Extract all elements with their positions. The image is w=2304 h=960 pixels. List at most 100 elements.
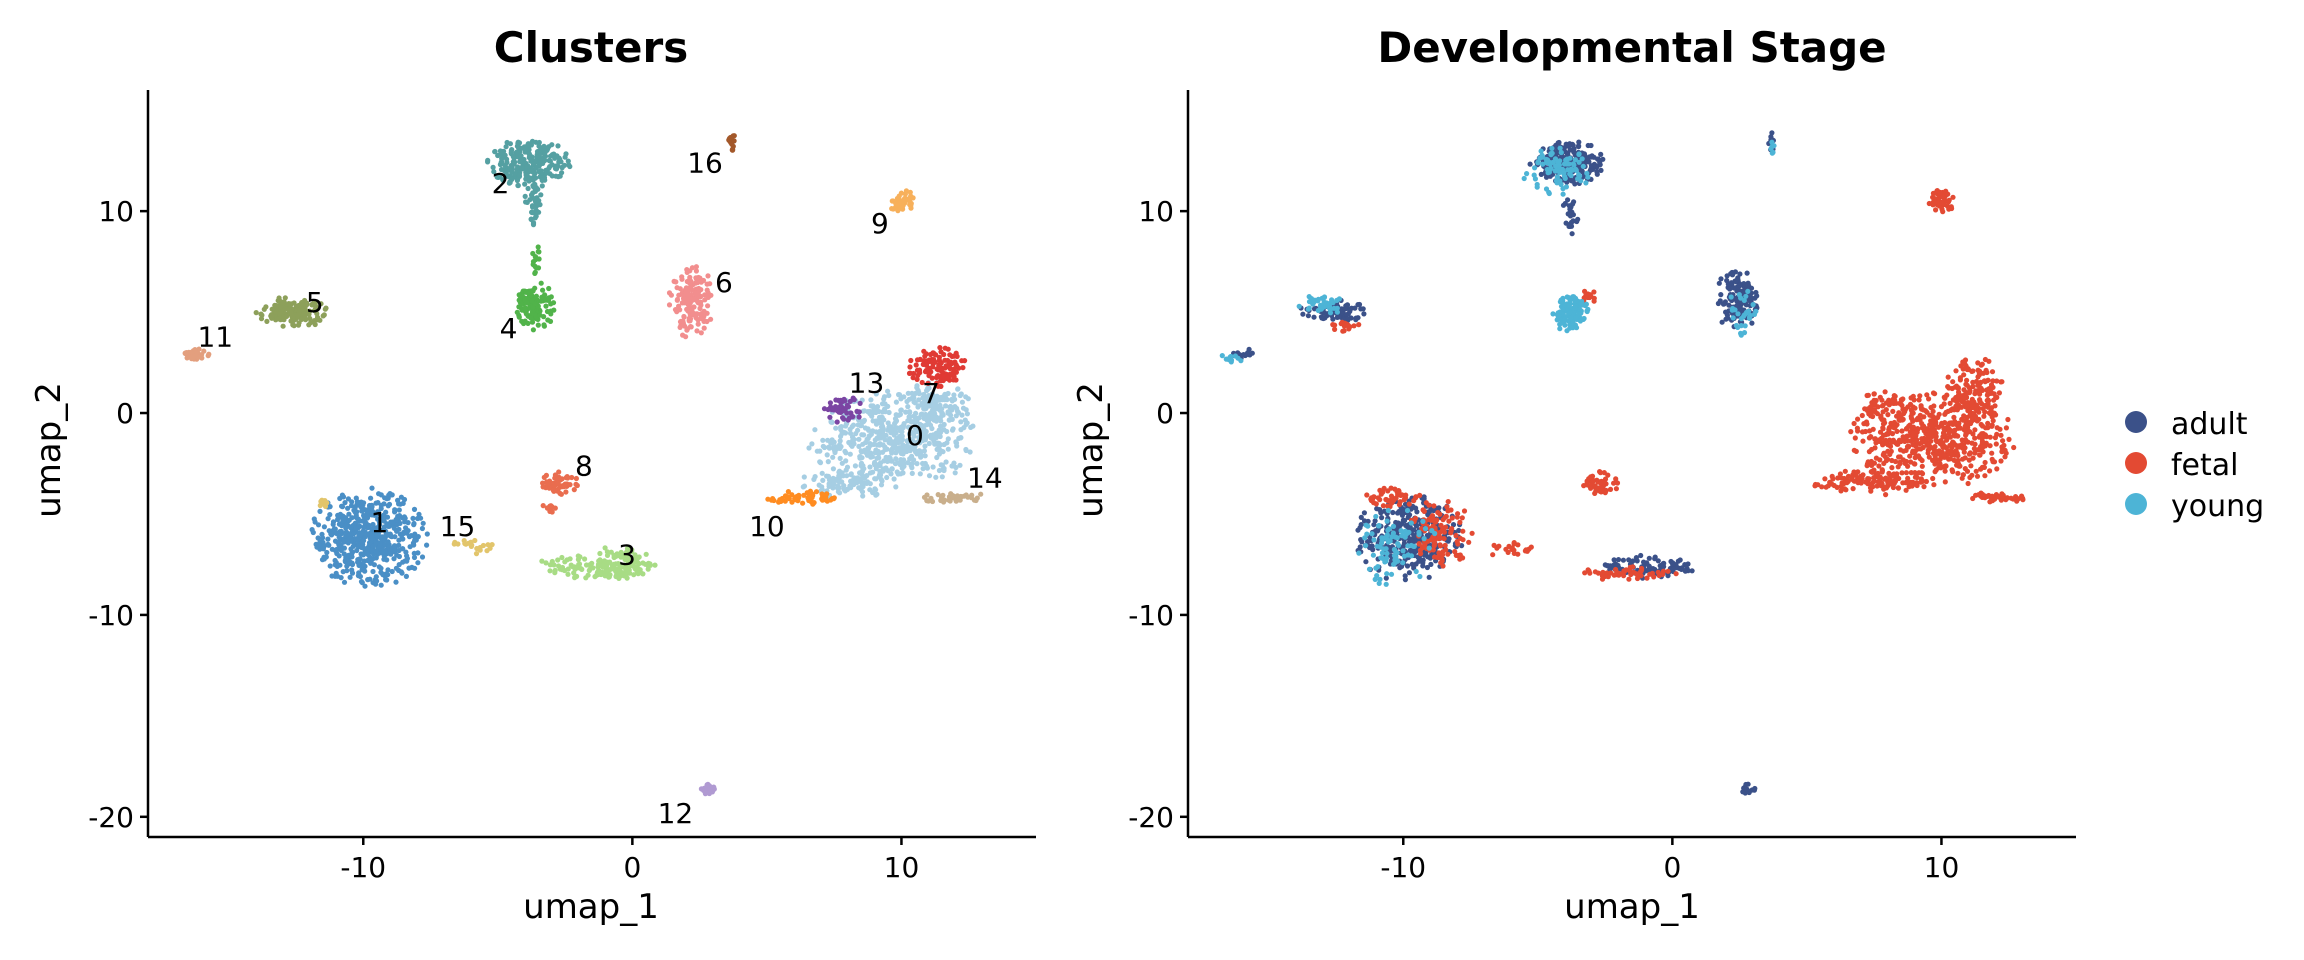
cell-point bbox=[1859, 412, 1865, 419]
cell-point bbox=[549, 162, 555, 168]
cell-point bbox=[936, 357, 943, 363]
cell-point bbox=[1976, 369, 1982, 376]
cell-point bbox=[1910, 433, 1916, 439]
cell-point bbox=[297, 307, 303, 313]
cell-point bbox=[602, 573, 608, 579]
cell-point bbox=[1426, 574, 1432, 580]
cell-point bbox=[947, 498, 953, 504]
cell-point bbox=[1863, 479, 1869, 485]
cell-point bbox=[295, 312, 301, 318]
cell-point bbox=[1894, 413, 1900, 419]
cell-point bbox=[538, 168, 544, 174]
cell-point bbox=[1320, 315, 1326, 322]
cell-point bbox=[1469, 530, 1475, 536]
cell-point bbox=[550, 151, 556, 157]
cell-point bbox=[949, 427, 956, 433]
cell-point bbox=[415, 550, 421, 556]
cell-point bbox=[398, 569, 404, 575]
cell-point bbox=[907, 189, 913, 195]
cell-point bbox=[1644, 575, 1650, 581]
cell-point bbox=[1646, 555, 1652, 561]
cell-point bbox=[674, 296, 681, 303]
cell-point bbox=[687, 274, 693, 280]
cell-point bbox=[687, 280, 693, 286]
cell-point bbox=[1515, 542, 1521, 548]
cell-point bbox=[634, 569, 640, 575]
developmental-stage-panel-title: Developmental Stage bbox=[1377, 23, 1886, 72]
cell-point bbox=[857, 400, 863, 406]
cell-point bbox=[1524, 548, 1530, 554]
cell-point bbox=[288, 309, 294, 316]
cell-point bbox=[1439, 558, 1445, 564]
cell-point bbox=[532, 175, 539, 181]
cell-point bbox=[1743, 781, 1749, 788]
cell-point bbox=[905, 404, 911, 410]
cell-point bbox=[349, 499, 355, 505]
cell-point bbox=[1999, 493, 2005, 499]
cell-point bbox=[947, 404, 953, 410]
cell-point bbox=[411, 542, 417, 548]
cell-point bbox=[934, 446, 940, 452]
cell-point bbox=[1347, 308, 1353, 314]
cell-point bbox=[1724, 273, 1730, 279]
cell-point bbox=[1403, 492, 1409, 498]
cell-point bbox=[1990, 378, 1996, 384]
cell-point bbox=[1598, 167, 1604, 173]
cell-point bbox=[1379, 515, 1385, 521]
cell-point bbox=[1380, 503, 1386, 509]
cell-point bbox=[343, 533, 349, 539]
cell-point bbox=[944, 428, 950, 435]
cell-point bbox=[386, 523, 392, 529]
cell-point bbox=[1848, 429, 1854, 435]
cell-point bbox=[1400, 517, 1406, 523]
cell-point bbox=[1339, 319, 1345, 325]
cell-point bbox=[882, 409, 889, 415]
cell-point bbox=[509, 176, 515, 182]
cell-point bbox=[683, 290, 689, 296]
cell-point bbox=[945, 357, 951, 364]
cell-point bbox=[1866, 435, 1872, 441]
cell-point bbox=[1879, 481, 1885, 487]
cell-point bbox=[1931, 403, 1937, 409]
cell-point bbox=[1945, 448, 1951, 454]
cell-point bbox=[365, 552, 371, 558]
cell-point bbox=[925, 380, 931, 386]
cell-point bbox=[891, 432, 897, 438]
cell-point bbox=[1311, 314, 1317, 320]
clusters-y-axis-title: umap_2 bbox=[29, 382, 69, 518]
cell-point bbox=[1569, 231, 1575, 237]
cell-point bbox=[192, 353, 198, 359]
cell-point bbox=[909, 390, 915, 396]
cell-point bbox=[313, 307, 319, 313]
cell-point bbox=[1615, 570, 1621, 576]
cell-point bbox=[299, 316, 305, 322]
cell-point bbox=[353, 495, 359, 501]
cell-point bbox=[1932, 199, 1938, 205]
cell-point bbox=[845, 417, 851, 423]
cell-point bbox=[1646, 563, 1652, 570]
cell-point bbox=[1841, 481, 1847, 487]
cell-point bbox=[856, 443, 862, 449]
cell-point bbox=[1357, 544, 1363, 550]
cell-point bbox=[1955, 470, 1961, 476]
cell-point bbox=[562, 559, 568, 565]
cell-point bbox=[1904, 444, 1911, 450]
cell-point bbox=[1912, 405, 1918, 411]
cell-point bbox=[878, 482, 885, 488]
cell-point bbox=[900, 425, 906, 431]
cell-point bbox=[937, 433, 943, 440]
cell-point bbox=[1933, 467, 1939, 473]
cell-point bbox=[1368, 497, 1374, 504]
cell-point bbox=[556, 563, 562, 569]
cell-point bbox=[586, 567, 592, 574]
cell-point bbox=[1871, 478, 1877, 484]
cell-point bbox=[676, 303, 682, 309]
cell-point bbox=[362, 583, 368, 589]
cell-point bbox=[929, 498, 936, 505]
cell-point bbox=[1938, 404, 1945, 410]
cell-point bbox=[1982, 473, 1988, 479]
cell-point bbox=[1865, 406, 1871, 412]
cell-point bbox=[607, 559, 613, 565]
cell-point bbox=[1747, 298, 1753, 304]
